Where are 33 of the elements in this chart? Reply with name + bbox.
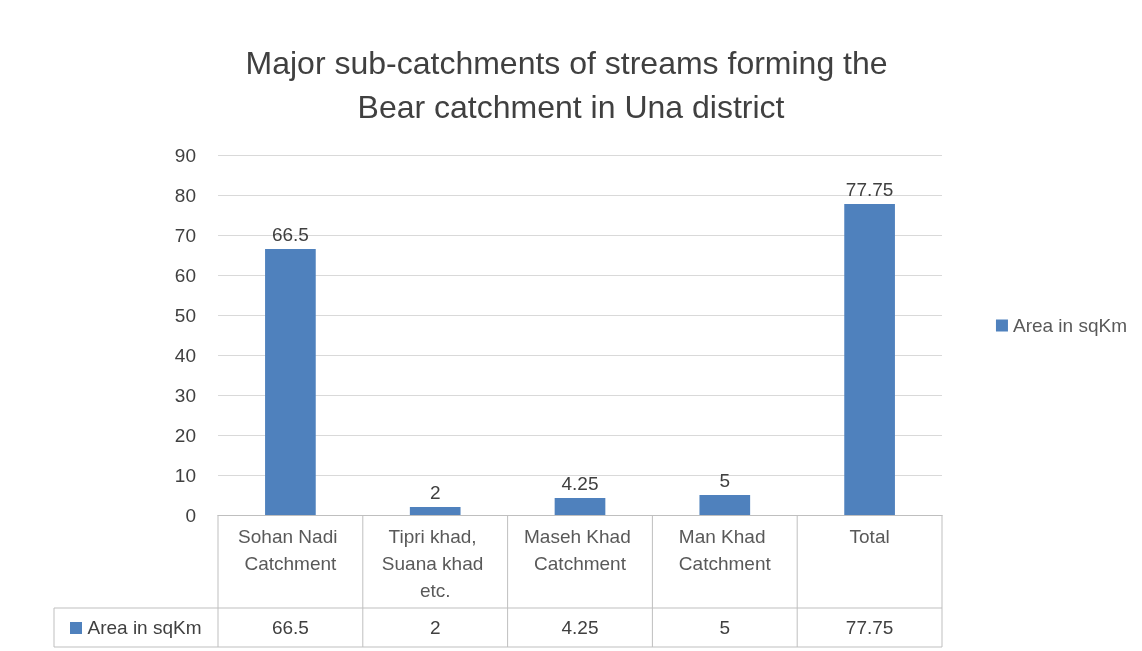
chart-title: Major sub-catchments of streams forming the Bear catchment in Una district (245, 45, 897, 125)
y-tick-label: 0 (185, 504, 196, 526)
x-tick-label: Total (849, 526, 890, 547)
y-tick-label: 50 (174, 304, 196, 326)
bar (265, 249, 316, 515)
bar (844, 204, 895, 515)
text: 2 (429, 482, 441, 503)
x-tick-label: Sohan Nadi Catchment (238, 526, 343, 574)
data-label: 4.25 (561, 617, 599, 638)
data-label: 5 (719, 617, 731, 638)
data-label: 2 (429, 617, 441, 638)
legend-label: Area in sqKm (1012, 315, 1127, 336)
y-tick-label: 20 (174, 424, 196, 446)
y-tick-label: 60 (174, 264, 196, 286)
y-tick-label: 90 (174, 144, 196, 166)
y-tick-label: 10 (174, 464, 196, 486)
text: 5 (719, 470, 731, 491)
y-tick-label: 30 (174, 384, 196, 406)
x-tick-label: Man Khad Catchment (678, 526, 772, 574)
bar (409, 507, 461, 515)
x-tick-label: Tipri khad, Suana khad etc. (381, 526, 489, 601)
text: Area in sqKm (87, 616, 202, 638)
data-label: 66.5 (271, 617, 309, 638)
text: 66.5 (271, 224, 309, 245)
data-label: 77.75 (845, 617, 894, 638)
y-tick-label: 80 (174, 184, 196, 206)
text: 77.75 (845, 179, 894, 200)
x-tick-label: Maseh Khad Catchment (524, 526, 636, 574)
text: 4.25 (561, 473, 599, 494)
bar (699, 495, 751, 515)
bar (554, 498, 606, 515)
y-tick-label: 70 (174, 224, 196, 246)
y-tick-label: 40 (174, 344, 196, 366)
